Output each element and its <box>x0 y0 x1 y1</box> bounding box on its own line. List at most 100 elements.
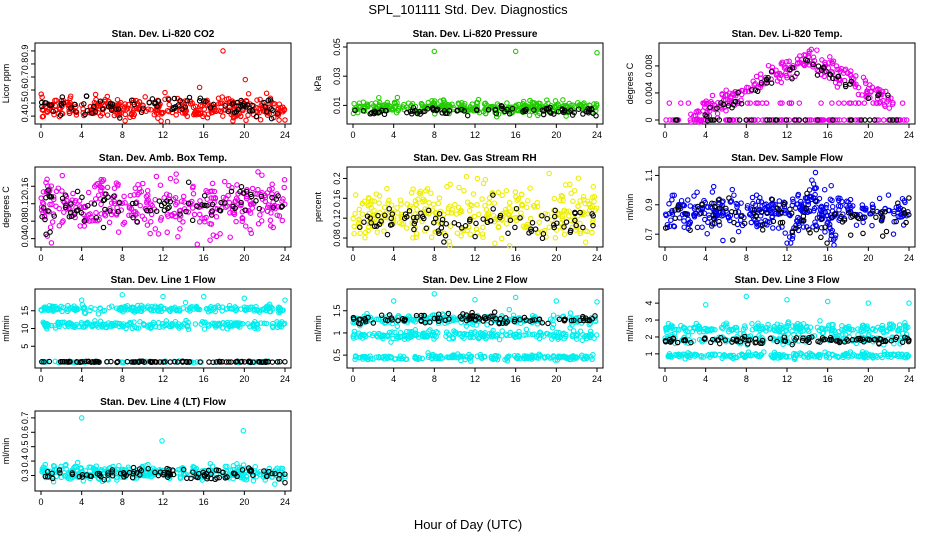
data-point-black <box>260 359 266 365</box>
data-point <box>668 324 674 330</box>
data-point-black <box>803 205 809 212</box>
data-point <box>698 118 704 125</box>
data-point <box>806 187 813 193</box>
data-point <box>102 324 109 330</box>
data-point <box>478 353 485 360</box>
data-point <box>98 211 104 217</box>
data-point <box>515 101 522 108</box>
data-point <box>561 354 568 361</box>
data-point <box>358 104 364 110</box>
data-point-black <box>63 202 69 209</box>
data-point <box>901 117 907 123</box>
data-point-black <box>248 193 255 200</box>
x-tick-label: 8 <box>744 374 749 384</box>
data-point <box>351 100 357 107</box>
data-point-black <box>124 358 131 365</box>
data-point <box>52 358 58 365</box>
data-point <box>706 108 713 114</box>
data-point <box>117 99 124 106</box>
data-point <box>738 97 744 104</box>
outlier-point <box>44 176 50 183</box>
data-point <box>56 113 63 120</box>
data-point-black <box>91 201 98 207</box>
data-point <box>209 320 216 327</box>
data-point-black <box>90 103 97 110</box>
data-point <box>196 219 203 225</box>
data-point <box>904 351 910 358</box>
data-point <box>579 352 585 359</box>
data-point <box>701 210 708 217</box>
data-point <box>97 318 104 325</box>
data-point <box>148 201 154 207</box>
data-point <box>568 190 574 197</box>
data-point-black <box>803 57 809 63</box>
data-point <box>694 189 700 195</box>
data-point-black <box>848 78 855 85</box>
x-tick-label: 16 <box>511 253 521 263</box>
data-point <box>423 188 429 194</box>
data-point <box>65 102 71 108</box>
data-point <box>417 191 424 197</box>
data-point <box>744 202 751 209</box>
data-point <box>756 325 762 332</box>
data-point <box>253 303 259 310</box>
data-point-black <box>219 359 225 365</box>
data-point <box>833 63 840 69</box>
x-tick-label: 0 <box>662 253 667 263</box>
data-point-black <box>362 318 369 325</box>
data-point <box>269 181 275 188</box>
data-point <box>428 234 435 241</box>
x-tick-label: 20 <box>863 253 873 263</box>
panel-points <box>662 293 912 363</box>
data-point-black <box>758 209 765 215</box>
data-point-black <box>865 95 872 102</box>
data-point <box>384 185 390 192</box>
data-point-black <box>370 320 377 326</box>
data-point <box>38 91 44 97</box>
outlier-point <box>546 170 552 177</box>
data-point <box>399 355 406 362</box>
data-point-black <box>222 200 228 206</box>
data-point-black <box>674 339 681 346</box>
data-point <box>855 100 862 106</box>
data-point <box>813 185 819 191</box>
data-point <box>179 198 185 204</box>
data-point <box>199 103 205 109</box>
data-point <box>755 100 761 106</box>
data-point <box>495 223 502 230</box>
data-point <box>160 109 166 116</box>
data-point <box>95 311 102 317</box>
data-point <box>92 91 99 98</box>
data-point-black <box>253 198 259 204</box>
data-point <box>136 190 142 196</box>
data-point-black <box>387 222 394 228</box>
data-point <box>714 110 721 117</box>
outlier-point <box>743 293 750 300</box>
data-point <box>132 185 139 192</box>
data-point <box>585 333 592 340</box>
x-tick-label: 20 <box>863 130 873 140</box>
data-point <box>60 304 67 311</box>
data-point <box>777 353 784 360</box>
data-point <box>802 195 809 201</box>
x-tick-label: 0 <box>350 130 355 140</box>
data-point <box>121 106 127 112</box>
outlier-point <box>906 300 912 306</box>
data-point-black <box>702 335 708 342</box>
data-point <box>747 100 753 106</box>
data-point <box>753 192 760 198</box>
data-point-black <box>102 206 108 213</box>
data-point <box>60 198 67 205</box>
data-point <box>263 90 270 97</box>
data-point-black <box>699 201 706 208</box>
data-point <box>157 182 164 188</box>
data-point-black <box>709 200 715 207</box>
panel-points <box>350 291 600 364</box>
data-point-black <box>544 215 550 222</box>
data-point-black <box>186 94 193 101</box>
data-point-black <box>527 318 533 324</box>
data-point <box>504 354 511 361</box>
data-point-black <box>463 317 470 324</box>
data-point <box>279 217 286 224</box>
data-point <box>517 355 523 361</box>
